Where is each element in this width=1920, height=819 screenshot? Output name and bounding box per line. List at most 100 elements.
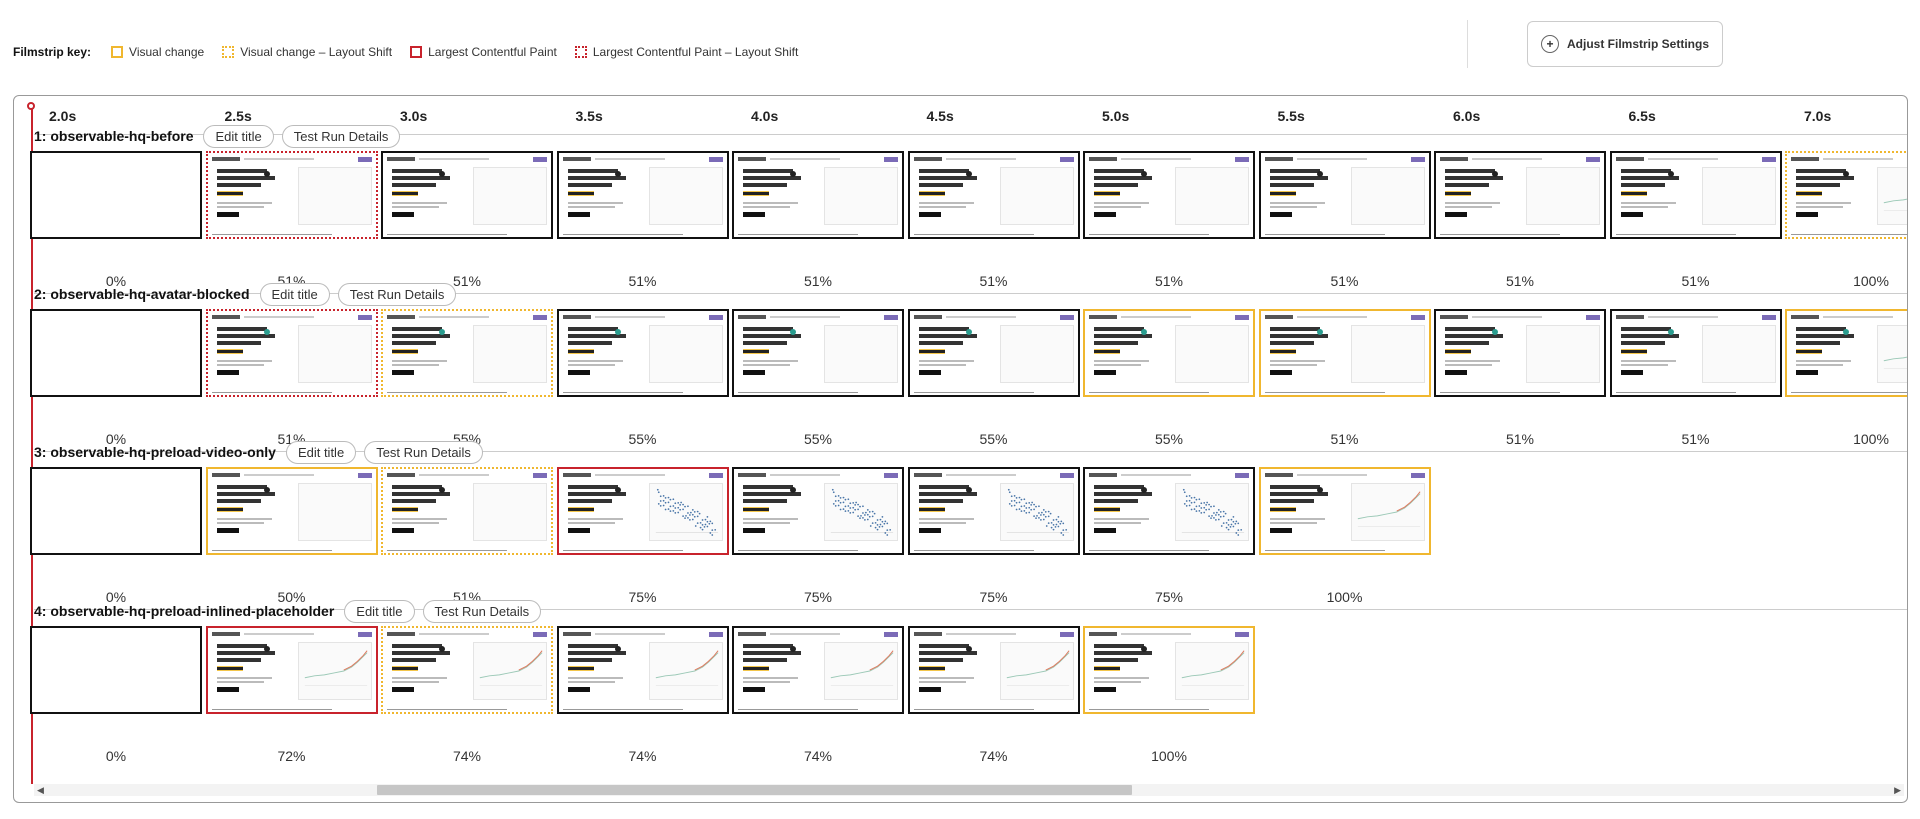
- thumb-chart-card: [824, 167, 898, 225]
- filmstrip-frame[interactable]: [732, 467, 904, 555]
- test-run-details-button[interactable]: Test Run Details: [281, 124, 401, 148]
- filmstrip-frame[interactable]: [1609, 151, 1782, 239]
- filmstrip-frame[interactable]: [30, 151, 202, 239]
- lcp-layout-shift-swatch-icon: [574, 46, 587, 58]
- filmstrip-frame[interactable]: [30, 626, 202, 714]
- thumb-chart-card: [648, 483, 723, 541]
- filmstrip-frame[interactable]: [1609, 309, 1782, 397]
- filmstrip-frame[interactable]: [1258, 309, 1431, 397]
- thumb-nav: [562, 473, 723, 478]
- edit-title-button[interactable]: Edit title: [203, 124, 274, 148]
- filmstrip-frame[interactable]: [732, 626, 904, 714]
- thumb-highlight: [918, 666, 945, 671]
- thumb-cta-button: [1269, 212, 1292, 217]
- test-run-details-button[interactable]: Test Run Details: [337, 282, 457, 306]
- filmstrip-key: Filmstrip key: Visual change Visual chan…: [13, 42, 816, 62]
- filmstrip-frame[interactable]: [1258, 151, 1431, 239]
- thumb-chart-card: [1526, 167, 1600, 225]
- filmstrip-frame[interactable]: [30, 467, 202, 555]
- thumb-cta-button: [1620, 370, 1643, 375]
- filmstrip-frame[interactable]: [1083, 626, 1255, 714]
- edit-title-button[interactable]: Edit title: [344, 599, 415, 623]
- thumb-cta-button: [743, 687, 765, 692]
- thumb-headline: [392, 485, 454, 506]
- filmstrip-frame[interactable]: [205, 309, 378, 397]
- filmstrip-panel: 2.0s 2.5s 3.0s 3.5s 4.0s 4.5s 5.0s 5.5s 6.0s 6.5s…: [13, 95, 1908, 803]
- test-run-details-button[interactable]: Test Run Details: [422, 599, 542, 623]
- test-run-header: 2: observable-hq-avatar-blocked Edit titl…: [34, 282, 464, 306]
- thumb-cta-button: [743, 370, 765, 375]
- thumb-highlight: [216, 191, 243, 196]
- scrollbar-thumb[interactable]: [377, 785, 1132, 795]
- thumb-chart-card: [1175, 483, 1249, 541]
- filmstrip-frame[interactable]: [205, 467, 378, 555]
- scroll-left-arrow-icon[interactable]: ◀: [37, 785, 44, 795]
- thumb-headline: [567, 169, 630, 190]
- playhead-handle-icon[interactable]: [27, 102, 35, 110]
- filmstrip-frame[interactable]: [1083, 309, 1255, 397]
- edit-title-button[interactable]: Edit title: [285, 440, 357, 464]
- test-run-details-button[interactable]: Test Run Details: [364, 440, 483, 464]
- thumb-avatar-icon: [965, 171, 972, 177]
- filmstrip-frame[interactable]: [381, 626, 553, 714]
- test-run-header: 4: observable-hq-preload-inlined-placeho…: [34, 599, 549, 623]
- visual-progress-percent: 74%: [452, 748, 482, 764]
- thumb-avatar-icon: [790, 329, 796, 335]
- visual-progress-percent: 55%: [979, 431, 1008, 447]
- filmstrip-frame[interactable]: [556, 151, 729, 239]
- filmstrip-frame[interactable]: [907, 626, 1080, 714]
- thumb-chart-card: [1175, 325, 1249, 383]
- filmstrip-frame[interactable]: [1083, 467, 1255, 555]
- horizontal-scrollbar[interactable]: ◀ ▶: [34, 784, 1904, 796]
- filmstrip-frame[interactable]: [907, 151, 1080, 239]
- playhead-line[interactable]: [31, 104, 33, 784]
- visual-progress-percent: 51%: [1681, 273, 1710, 289]
- timeline-tick-label: 3.5s: [575, 108, 603, 124]
- filmstrip-frame[interactable]: [1083, 151, 1255, 239]
- filmstrip-frame[interactable]: [556, 309, 729, 397]
- edit-title-button[interactable]: Edit title: [259, 282, 330, 306]
- filmstrip-frame[interactable]: [205, 151, 378, 239]
- thumb-cta-button: [216, 212, 239, 217]
- thumb-chart-card: [824, 483, 898, 541]
- filmstrip-frame[interactable]: [205, 626, 378, 714]
- thumb-headline: [216, 644, 279, 665]
- visual-progress-percent: 51%: [1330, 431, 1359, 447]
- filmstrip-frame[interactable]: [1785, 309, 1907, 397]
- thumb-chart-card: [297, 483, 372, 541]
- filmstrip-frame[interactable]: [1785, 151, 1907, 239]
- filmstrip-frame[interactable]: [1434, 309, 1606, 397]
- visual-progress-percent: 100%: [1853, 273, 1889, 289]
- filmstrip-frame[interactable]: [732, 151, 904, 239]
- adjust-filmstrip-settings-button[interactable]: + Adjust Filmstrip Settings: [1527, 21, 1723, 67]
- thumb-cta-button: [743, 528, 765, 533]
- thumb-headline: [216, 485, 279, 506]
- thumb-nav: [387, 632, 547, 637]
- key-label: Largest Contentful Paint: [428, 45, 557, 59]
- filmstrip-frame[interactable]: [381, 467, 553, 555]
- visual-progress-percent: 55%: [803, 431, 833, 447]
- thumb-headline: [743, 169, 805, 190]
- thumb-nav: [211, 473, 372, 478]
- plus-icon: +: [1540, 35, 1559, 53]
- filmstrip-frame[interactable]: [1258, 467, 1431, 555]
- thumb-cta-button: [216, 370, 239, 375]
- filmstrip-frame[interactable]: [381, 309, 553, 397]
- thumb-chart-card: [1175, 167, 1249, 225]
- filmstrip-frame[interactable]: [556, 626, 729, 714]
- scroll-right-arrow-icon[interactable]: ▶: [1894, 785, 1901, 795]
- thumb-avatar-icon: [1316, 487, 1323, 493]
- filmstrip-frame[interactable]: [1434, 151, 1606, 239]
- thumb-nav: [562, 632, 723, 637]
- visual-progress-percent: 0%: [105, 589, 127, 605]
- thumb-nav: [211, 632, 372, 637]
- filmstrip-frame[interactable]: [381, 151, 553, 239]
- filmstrip-frame[interactable]: [30, 309, 202, 397]
- filmstrip-frame[interactable]: [556, 467, 729, 555]
- key-label: Largest Contentful Paint – Layout Shift: [592, 45, 799, 59]
- thumb-video-progress: [1264, 234, 1385, 235]
- filmstrip-frame[interactable]: [907, 309, 1080, 397]
- filmstrip-frame[interactable]: [732, 309, 904, 397]
- thumb-avatar-icon: [263, 171, 270, 177]
- filmstrip-frame[interactable]: [907, 467, 1080, 555]
